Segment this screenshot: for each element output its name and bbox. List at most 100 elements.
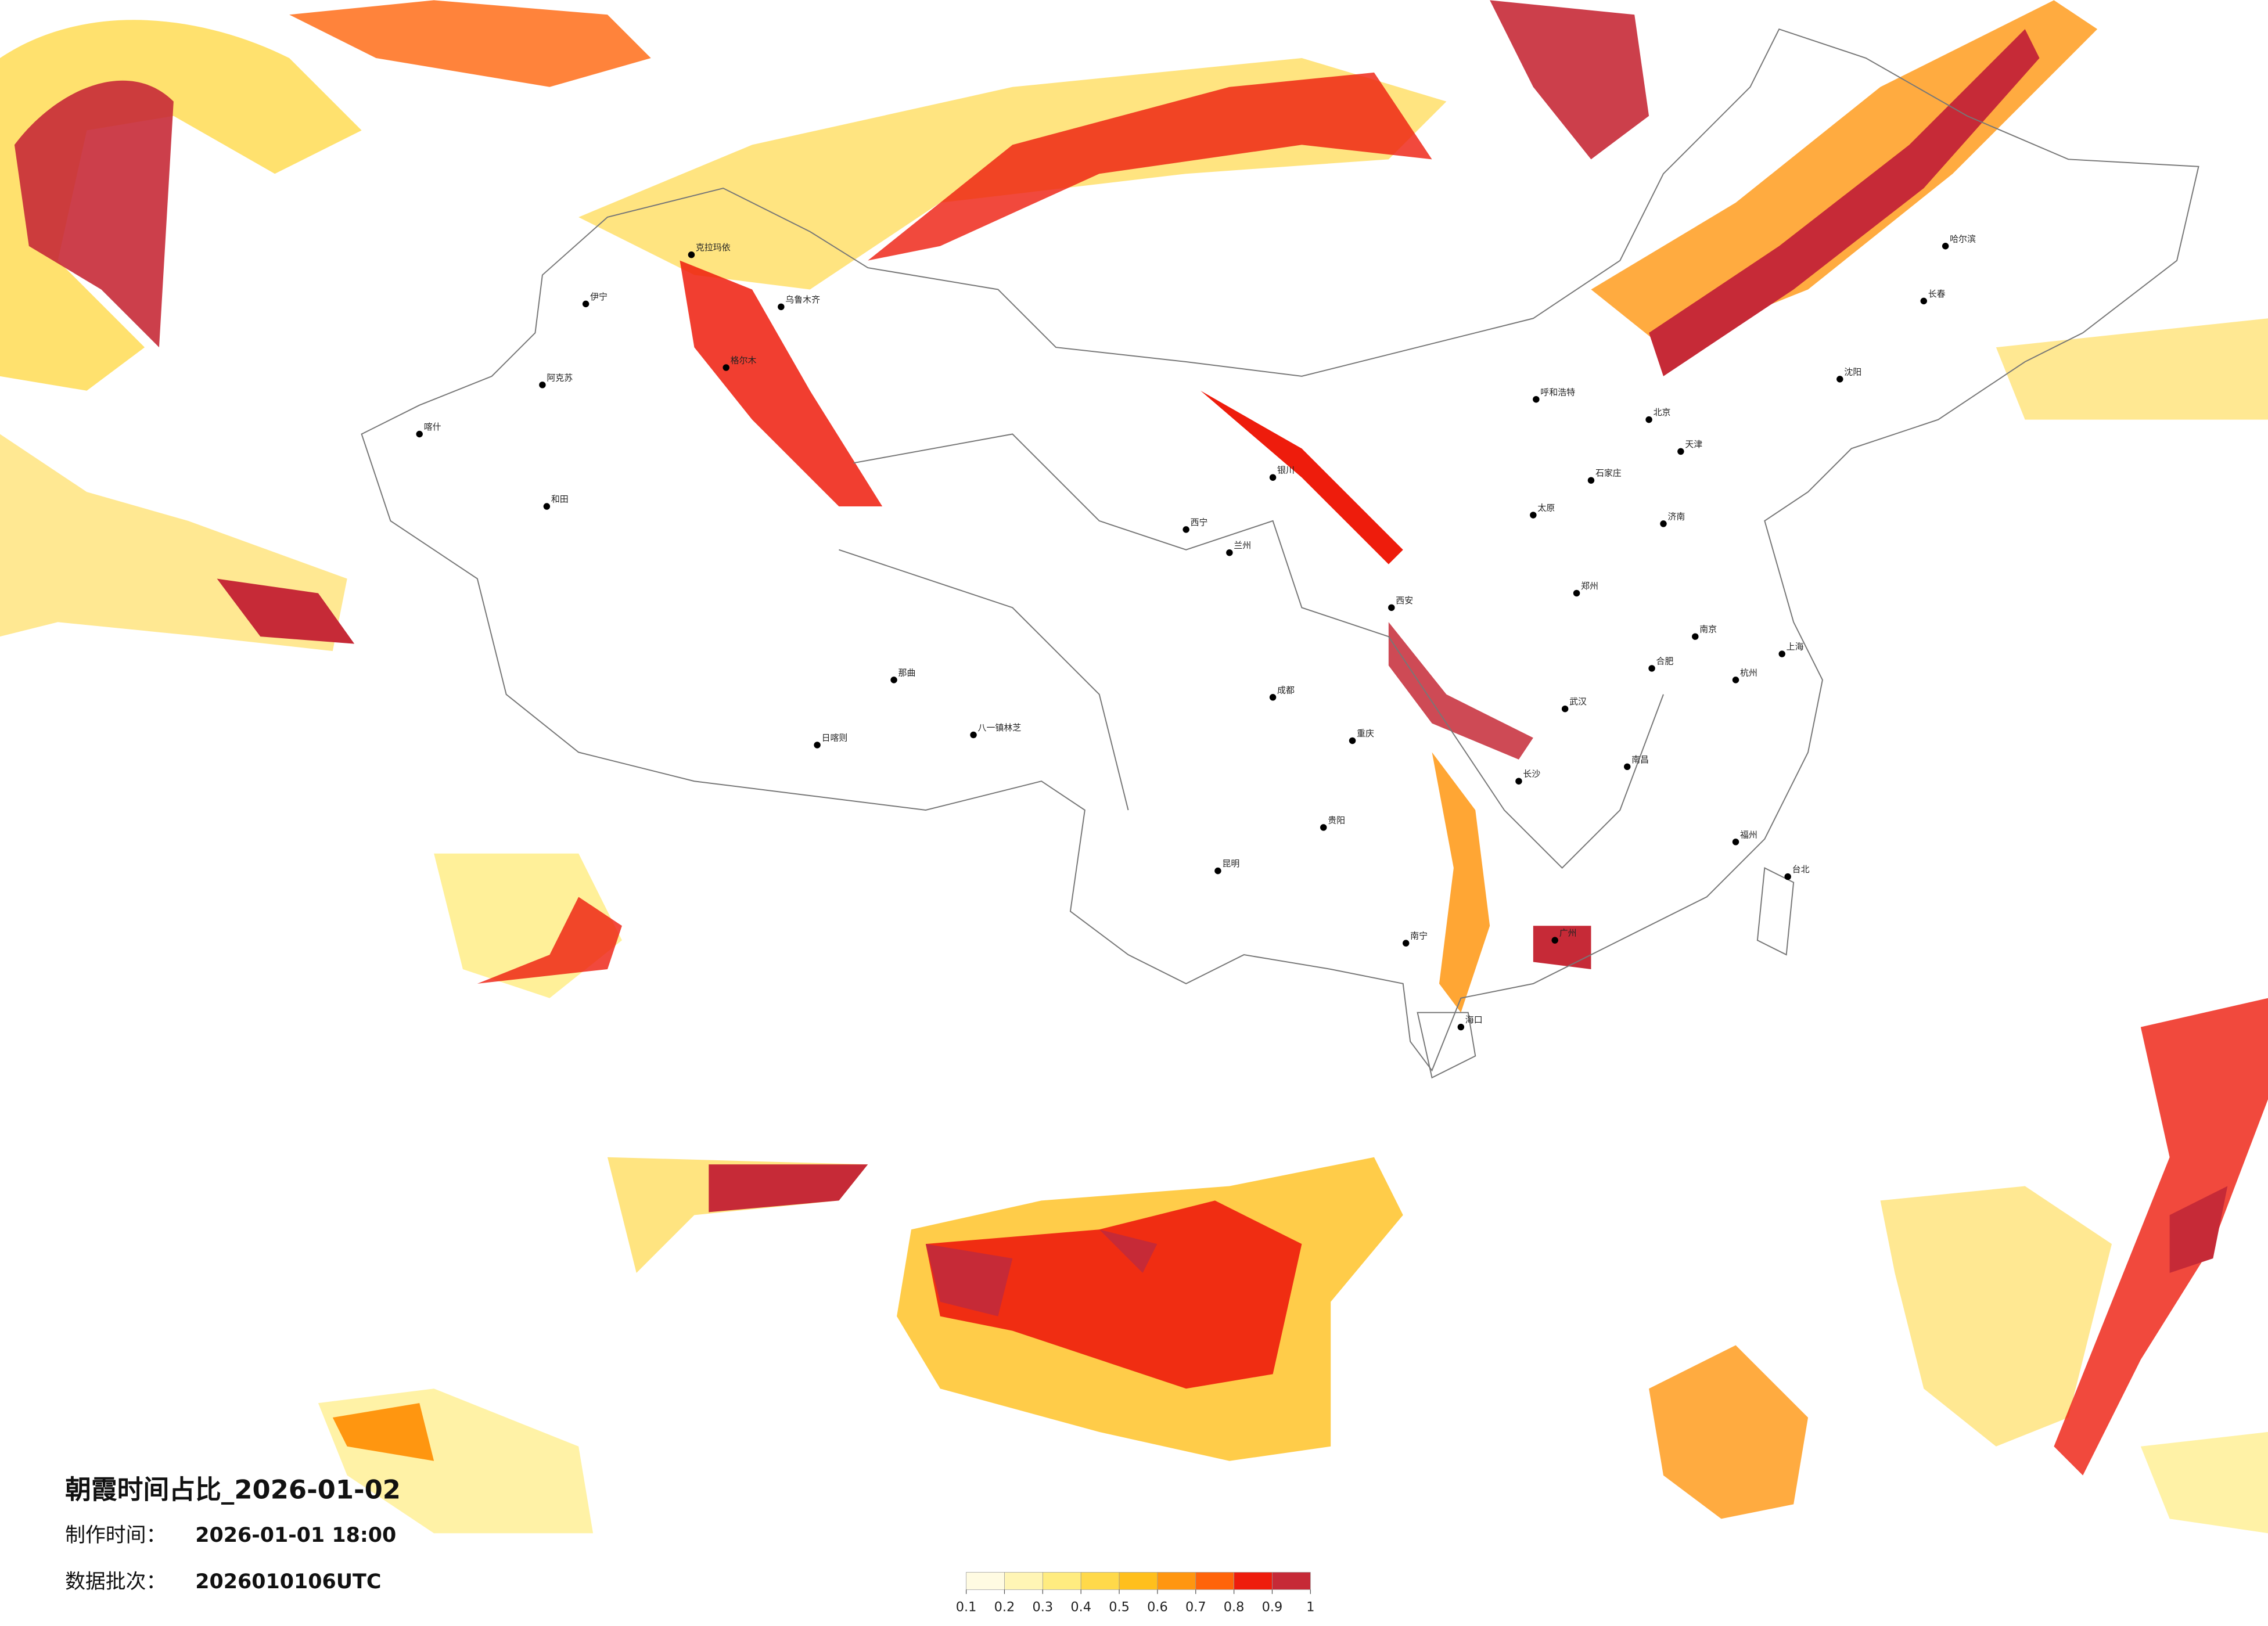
legend-swatch (1157, 1572, 1196, 1590)
city-label: 福州 (1740, 829, 1757, 840)
city-dot (1269, 694, 1277, 701)
legend-tick-label: 0.6 (1147, 1600, 1168, 1615)
city-label: 郑州 (1581, 581, 1598, 591)
city-label: 北京 (1654, 407, 1671, 418)
city-label: 长沙 (1523, 769, 1540, 779)
city-label: 贵阳 (1328, 815, 1345, 825)
city-label: 乌鲁木齐 (785, 294, 820, 305)
city-dot (582, 300, 590, 308)
city-dot (1836, 376, 1843, 383)
legend-tick-label: 0.3 (1033, 1600, 1054, 1615)
legend-tick-label: 0.2 (994, 1600, 1015, 1615)
city-dot (416, 430, 423, 438)
legend-swatch (1234, 1572, 1273, 1590)
city-dot (1692, 633, 1699, 640)
legend-swatch (966, 1572, 1005, 1590)
city-dot (1530, 512, 1537, 519)
legend-tick-label: 0.8 (1224, 1600, 1245, 1615)
city-label: 天津 (1685, 439, 1702, 449)
city-dot (1226, 549, 1233, 556)
city-dot (1457, 1023, 1465, 1031)
legend-tick-label: 0.1 (956, 1600, 977, 1615)
heat-field (0, 0, 2268, 1534)
legend-tick-label: 0.5 (1109, 1600, 1130, 1615)
city-label: 八一镇林芝 (978, 722, 1022, 733)
legend-tick-label: 1 (1306, 1600, 1314, 1615)
city-label: 喀什 (424, 422, 441, 432)
city-label: 那曲 (898, 667, 916, 678)
city-label: 日喀则 (822, 732, 848, 743)
city-label: 哈尔滨 (1950, 233, 1976, 244)
city-label: 昆明 (1222, 858, 1239, 869)
city-dot (543, 503, 551, 510)
legend-swatch (1119, 1572, 1158, 1590)
city-dot (1515, 778, 1522, 785)
city-dot (814, 742, 821, 749)
city-dot (1214, 867, 1221, 875)
city-label: 南宁 (1410, 931, 1428, 941)
city-dot (688, 251, 695, 258)
city-label: 台北 (1792, 864, 1810, 875)
city-dot (1533, 396, 1540, 403)
batch-label: 数据批次： (65, 1570, 166, 1593)
city-dot (1677, 448, 1684, 455)
city-dot (1778, 650, 1785, 657)
city-dot (1645, 416, 1652, 423)
city-dot (1320, 824, 1327, 831)
legend-swatch (1042, 1572, 1081, 1590)
city-dot (778, 303, 785, 311)
city-label: 海口 (1465, 1015, 1483, 1025)
city-dot (1732, 677, 1739, 684)
city-label: 阿克苏 (547, 372, 573, 383)
city-label: 南昌 (1631, 754, 1649, 765)
city-label: 沈阳 (1844, 366, 1861, 377)
city-dot (1784, 873, 1791, 880)
city-dot (1573, 589, 1580, 597)
map-title: 朝霞时间占比_2026-01-02 (65, 1474, 401, 1505)
city-label: 南京 (1699, 624, 1717, 635)
city-label: 西安 (1396, 595, 1413, 606)
city-label: 太原 (1537, 502, 1555, 513)
city-dot (1388, 604, 1395, 611)
city-label: 武汉 (1569, 696, 1587, 707)
city-label: 兰州 (1234, 540, 1251, 551)
legend-tick-label: 0.4 (1070, 1600, 1091, 1615)
city-dot (1732, 839, 1739, 846)
city-label: 格尔木 (731, 355, 757, 365)
legend-swatch (1080, 1572, 1120, 1590)
city-label: 重庆 (1357, 728, 1374, 739)
city-label: 银川 (1277, 465, 1295, 476)
city-dot (1920, 297, 1928, 305)
legend-swatch (1004, 1572, 1043, 1590)
city-label: 上海 (1787, 642, 1804, 652)
city-dot (970, 731, 977, 739)
city-label: 伊宁 (590, 292, 608, 302)
legend-swatch (1272, 1572, 1311, 1590)
city-dot (1561, 705, 1569, 713)
city-label: 呼和浩特 (1540, 387, 1575, 397)
made-time-label: 制作时间： (65, 1524, 166, 1547)
made-time: 2026-01-01 18:00 (195, 1524, 396, 1547)
city-dot (890, 677, 897, 684)
city-label: 济南 (1667, 511, 1685, 521)
city-dot (1648, 665, 1655, 672)
city-label: 杭州 (1740, 667, 1757, 678)
city-label: 成都 (1277, 685, 1295, 695)
city-label: 克拉玛依 (696, 242, 731, 253)
city-dot (1587, 477, 1595, 484)
city-dot (539, 382, 546, 388)
batch: 2026010106UTC (195, 1570, 381, 1593)
city-label: 广州 (1559, 928, 1577, 938)
city-label: 石家庄 (1595, 468, 1622, 479)
legend-swatch (1195, 1572, 1234, 1590)
city-dot (723, 364, 729, 371)
boundaries (361, 28, 2199, 1079)
city-dot (1269, 474, 1277, 481)
city-dot (1942, 243, 1949, 250)
city-dot (1182, 526, 1189, 533)
city-label: 西宁 (1191, 517, 1208, 527)
city-dot (1551, 937, 1558, 944)
legend: 0.1 0.2 0.3 0.4 0.5 0.6 0.7 0.8 0.9 1 (956, 1572, 1314, 1615)
